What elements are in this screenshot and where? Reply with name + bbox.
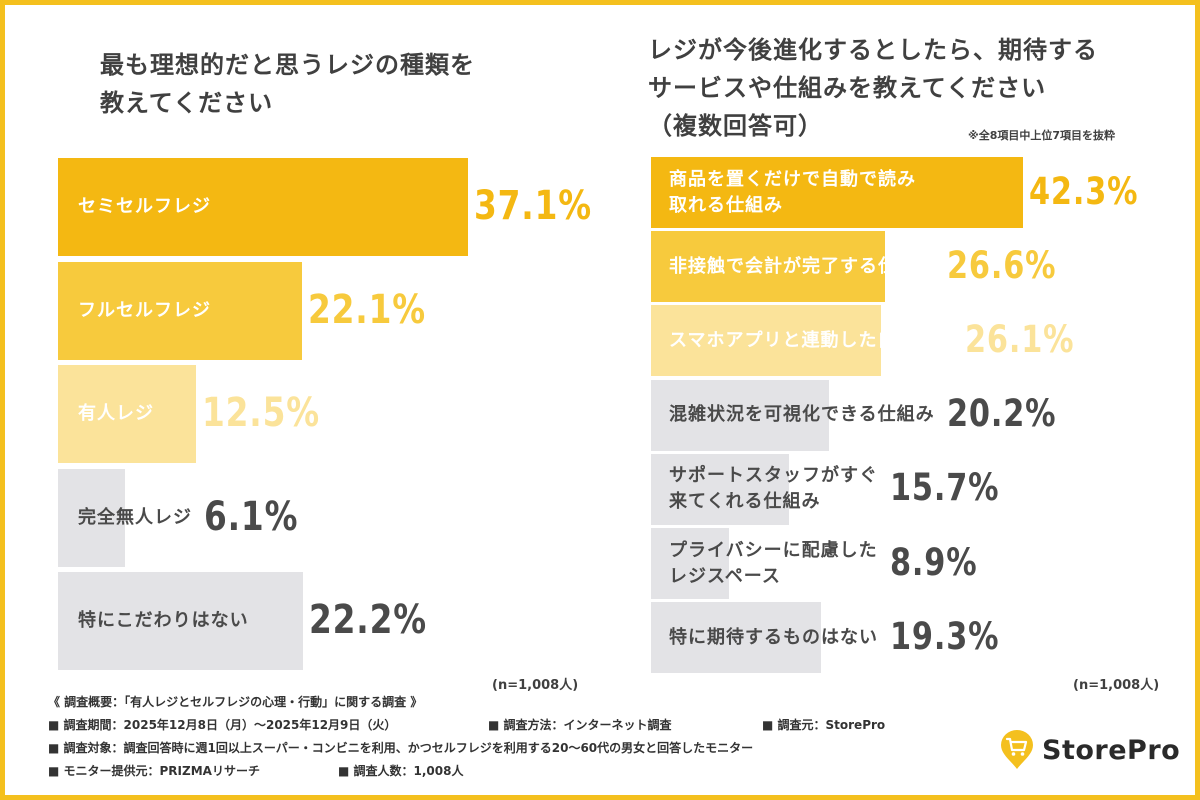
left-sample-size: (n=1,008人) xyxy=(492,678,579,693)
left-bar-label-line: 特にこだわりはない xyxy=(78,610,249,631)
survey-count: ■ 調査人数：1,008人 xyxy=(338,764,464,778)
right-bar-label-line: 商品を置くだけで自動で読み xyxy=(669,168,916,190)
right-bar-label-line: スマホアプリと連動した自動決済 xyxy=(669,329,954,351)
right-bar xyxy=(651,305,881,377)
right-bar-label: 混雑状況を可視化できる仕組み xyxy=(669,402,935,428)
right-title-line-3: （複数回答可） xyxy=(648,112,823,140)
left-bar-label-line: セミセルフレジ xyxy=(78,196,211,217)
left-bar xyxy=(58,158,468,256)
right-bar-label-line: 非接触で会計が完了する仕組み xyxy=(669,255,935,277)
left-value-label: 22.1% xyxy=(308,286,427,333)
right-bar xyxy=(651,453,790,525)
left-question-title: 最も理想的だと思うレジの種類を 教えてください xyxy=(100,46,475,122)
left-value-label: 12.5% xyxy=(202,390,321,436)
survey-provider: ■ モニター提供元：PRIZMAリサーチ xyxy=(48,764,260,778)
left-bar-label: 特にこだわりはない xyxy=(78,608,249,634)
right-bar-label-line: 来てくれる仕組み xyxy=(669,491,821,513)
left-bar xyxy=(58,365,197,463)
right-bar-label-line: 混雑状況を可視化できる仕組み xyxy=(669,404,935,426)
right-title-line-1: レジが今後進化するとしたら、期待する xyxy=(648,36,1098,64)
right-bar-label-line: サポートスタッフがすぐ xyxy=(669,465,878,487)
right-sample-size: (n=1,008人) xyxy=(1073,678,1160,693)
left-bar xyxy=(58,572,304,670)
left-bar-label: 完全無人レジ xyxy=(78,505,192,531)
right-bar-label: プライバシーに配慮した レジスペース xyxy=(669,538,878,590)
left-bar xyxy=(58,468,126,567)
left-bar-label: 有人レジ xyxy=(78,401,154,427)
left-bar-label-line: フルセルフレジ xyxy=(78,299,211,321)
right-bar-label-line: 特に期待するものはない xyxy=(669,626,878,648)
right-value-label: 26.6% xyxy=(947,243,1057,287)
left-value-label: 37.1% xyxy=(473,183,592,229)
logo-text: StorePro xyxy=(1042,734,1181,766)
right-bar-label-line: プライバシーに配慮した xyxy=(669,539,878,561)
right-value-label: 26.1% xyxy=(965,317,1075,361)
right-bar-label: 商品を置くだけで自動で読み 取れる仕組み xyxy=(669,167,916,219)
right-question-title: レジが今後進化するとしたら、期待する サービスや仕組みを教えてください （複数回… xyxy=(648,31,1098,145)
left-bar-label: フルセルフレジ xyxy=(78,298,211,324)
right-value-label: 15.7% xyxy=(890,466,1000,510)
right-bar-label: 非接触で会計が完了する仕組み xyxy=(669,254,935,280)
survey-summary: 《 調査概要：「有人レジとセルフレジの心理・行動」に関する調査 》 xyxy=(48,695,423,709)
right-bar-label-line: 取れる仕組み xyxy=(669,194,783,216)
right-value-label: 42.3% xyxy=(1029,169,1139,213)
right-bar xyxy=(651,602,821,674)
storepro-logo: StorePro xyxy=(998,730,1180,770)
left-title-line-2: 教えてください xyxy=(100,89,274,117)
right-bar-label: 特に期待するものはない xyxy=(669,625,878,651)
left-bar-label: セミセルフレジ xyxy=(78,194,211,220)
survey-source: ■ 調査元：StorePro xyxy=(762,718,886,732)
right-bar-label-line: レジスペース xyxy=(669,565,781,587)
right-value-label: 20.2% xyxy=(947,392,1057,436)
right-bar-label: サポートスタッフがすぐ 来てくれる仕組み xyxy=(669,463,878,515)
right-title-line-2: サービスや仕組みを教えてください xyxy=(648,74,1047,102)
survey-period: ■ 調査期間：2025年12月8日（月）〜2025年12月9日（火） xyxy=(48,718,397,732)
survey-method: ■ 調査方法：インターネット調査 xyxy=(488,718,672,732)
right-value-label: 8.9% xyxy=(890,540,978,584)
right-bar xyxy=(651,157,1024,228)
right-bar xyxy=(651,528,730,599)
right-footnote: ※全8項目中上位7項目を抜粋 xyxy=(968,129,1116,142)
left-bar xyxy=(58,261,303,360)
right-bar xyxy=(651,379,829,451)
left-value-label: 6.1% xyxy=(204,493,299,540)
left-bar-label-line: 完全無人レジ xyxy=(78,506,192,528)
right-value-label: 19.3% xyxy=(890,614,1000,658)
left-title-line-1: 最も理想的だと思うレジの種類を xyxy=(100,51,475,79)
right-bar-label: スマホアプリと連動した自動決済 xyxy=(669,328,953,354)
right-bar xyxy=(651,231,886,303)
left-bar-label-line: 有人レジ xyxy=(78,403,154,424)
survey-target: ■ 調査対象：調査回答時に週1回以上スーパー・コンビニを利用、かつセルフレジを利… xyxy=(48,741,754,755)
left-value-label: 22.2% xyxy=(309,597,428,643)
shopping-cart-pin-icon xyxy=(1001,730,1033,769)
